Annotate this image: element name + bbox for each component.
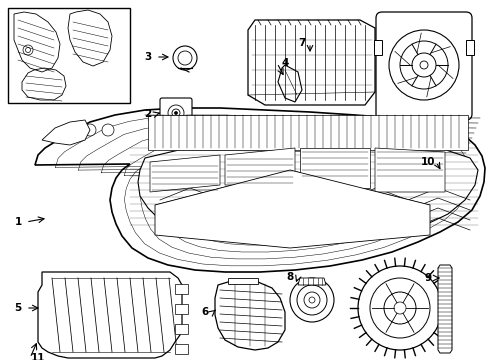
Text: 11: 11: [31, 353, 45, 360]
Polygon shape: [175, 324, 188, 334]
Polygon shape: [438, 265, 452, 353]
Circle shape: [84, 124, 96, 136]
Circle shape: [420, 61, 428, 69]
Polygon shape: [35, 108, 485, 272]
Polygon shape: [300, 148, 370, 188]
Text: 2: 2: [145, 109, 151, 119]
Text: 7: 7: [298, 38, 306, 48]
Circle shape: [290, 278, 334, 322]
Text: 10: 10: [421, 157, 435, 167]
FancyBboxPatch shape: [160, 98, 192, 128]
Circle shape: [358, 266, 442, 350]
Text: 9: 9: [424, 273, 432, 283]
Polygon shape: [228, 278, 258, 284]
Polygon shape: [298, 278, 326, 285]
Polygon shape: [175, 304, 188, 314]
Polygon shape: [215, 280, 285, 350]
Polygon shape: [150, 155, 220, 192]
Polygon shape: [375, 148, 445, 192]
Circle shape: [174, 112, 177, 114]
Text: 8: 8: [286, 272, 294, 282]
Circle shape: [66, 124, 78, 136]
Text: 3: 3: [145, 52, 151, 62]
Polygon shape: [38, 272, 182, 358]
Circle shape: [102, 124, 114, 136]
Text: 1: 1: [14, 217, 22, 227]
Polygon shape: [175, 344, 188, 354]
Polygon shape: [466, 40, 474, 55]
Text: 5: 5: [14, 303, 22, 313]
Polygon shape: [42, 120, 90, 145]
Polygon shape: [138, 140, 478, 244]
Bar: [8, 8, 130, 103]
Polygon shape: [225, 148, 295, 185]
Polygon shape: [175, 284, 188, 294]
FancyBboxPatch shape: [376, 12, 472, 120]
FancyBboxPatch shape: [148, 115, 468, 150]
Text: 4: 4: [281, 58, 289, 68]
Polygon shape: [248, 20, 375, 105]
Polygon shape: [374, 40, 382, 55]
Text: 6: 6: [201, 307, 209, 317]
Polygon shape: [155, 170, 430, 248]
